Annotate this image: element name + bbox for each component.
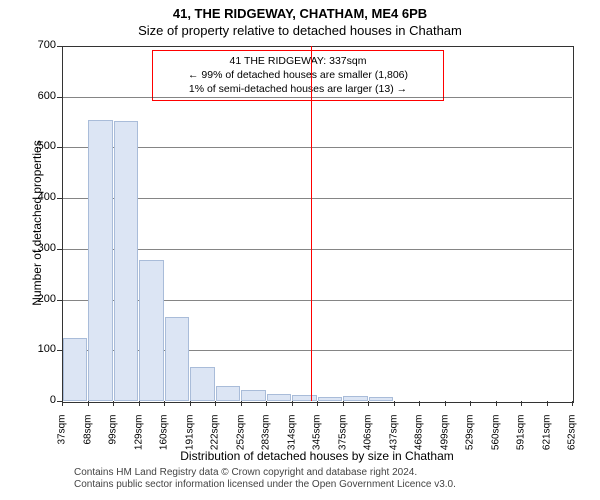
y-tick-label: 500 <box>28 140 56 152</box>
x-tick-label: 437sqm <box>388 415 399 455</box>
x-tick-mark <box>343 401 344 406</box>
x-tick-label: 222sqm <box>210 415 221 455</box>
x-tick-mark <box>266 401 267 406</box>
grid-line <box>62 147 572 148</box>
annotation-line1: 41 THE RIDGEWAY: 337sqm <box>158 54 438 68</box>
x-tick-mark <box>215 401 216 406</box>
histogram-bar <box>190 367 215 401</box>
histogram-bar <box>267 394 292 401</box>
y-tick-label: 0 <box>28 394 56 406</box>
x-tick-mark <box>88 401 89 406</box>
page-subtitle: Size of property relative to detached ho… <box>0 21 600 38</box>
histogram-bar <box>63 338 88 401</box>
x-tick-label: 406sqm <box>363 415 374 455</box>
histogram-bar <box>369 397 394 401</box>
y-tick-label: 600 <box>28 90 56 102</box>
y-tick-label: 200 <box>28 293 56 305</box>
y-tick-mark <box>57 46 62 47</box>
x-tick-mark <box>164 401 165 406</box>
x-tick-label: 591sqm <box>516 415 527 455</box>
histogram-bar <box>139 260 164 401</box>
x-tick-label: 621sqm <box>541 415 552 455</box>
histogram-bar <box>292 395 317 401</box>
footer-line-2: Contains public sector information licen… <box>74 479 456 490</box>
grid-line <box>62 198 572 199</box>
annotation-line3: 1% of semi-detached houses are larger (1… <box>158 82 438 96</box>
x-tick-label: 652sqm <box>567 415 578 455</box>
x-tick-label: 191sqm <box>184 415 195 455</box>
x-tick-label: 252sqm <box>235 415 246 455</box>
histogram-bar <box>241 390 266 401</box>
x-tick-mark <box>241 401 242 406</box>
x-tick-mark <box>62 401 63 406</box>
x-tick-label: 99sqm <box>108 415 119 455</box>
x-tick-label: 129sqm <box>133 415 144 455</box>
x-tick-label: 160sqm <box>159 415 170 455</box>
histogram-bar <box>343 396 368 401</box>
histogram-bar <box>216 386 241 401</box>
footer-line-1: Contains HM Land Registry data © Crown c… <box>74 467 417 478</box>
x-tick-label: 529sqm <box>465 415 476 455</box>
x-tick-label: 560sqm <box>490 415 501 455</box>
x-tick-mark <box>521 401 522 406</box>
histogram-bar <box>114 121 139 401</box>
x-tick-label: 468sqm <box>414 415 425 455</box>
x-tick-mark <box>317 401 318 406</box>
x-tick-label: 314sqm <box>286 415 297 455</box>
y-tick-label: 700 <box>28 39 56 51</box>
x-tick-mark <box>139 401 140 406</box>
x-tick-label: 345sqm <box>312 415 323 455</box>
histogram-bar <box>165 317 190 401</box>
x-tick-mark <box>496 401 497 406</box>
x-tick-mark <box>445 401 446 406</box>
x-tick-label: 375sqm <box>337 415 348 455</box>
x-tick-mark <box>113 401 114 406</box>
histogram-bar <box>318 397 343 401</box>
x-tick-mark <box>547 401 548 406</box>
x-tick-mark <box>292 401 293 406</box>
x-tick-mark <box>190 401 191 406</box>
x-tick-label: 283sqm <box>261 415 272 455</box>
x-tick-label: 499sqm <box>439 415 450 455</box>
grid-line <box>62 97 572 98</box>
x-tick-mark <box>419 401 420 406</box>
grid-line <box>62 249 572 250</box>
page-title: 41, THE RIDGEWAY, CHATHAM, ME4 6PB <box>0 0 600 21</box>
x-tick-label: 68sqm <box>82 415 93 455</box>
y-tick-label: 300 <box>28 242 56 254</box>
x-tick-mark <box>572 401 573 406</box>
y-tick-label: 100 <box>28 343 56 355</box>
reference-line <box>311 46 312 401</box>
x-tick-mark <box>470 401 471 406</box>
annotation-line2: ← 99% of detached houses are smaller (1,… <box>158 68 438 82</box>
x-tick-mark <box>394 401 395 406</box>
y-tick-label: 400 <box>28 191 56 203</box>
x-tick-label: 37sqm <box>57 415 68 455</box>
annotation-box: 41 THE RIDGEWAY: 337sqm ← 99% of detache… <box>152 50 444 101</box>
histogram-bar <box>88 120 113 401</box>
x-tick-mark <box>368 401 369 406</box>
